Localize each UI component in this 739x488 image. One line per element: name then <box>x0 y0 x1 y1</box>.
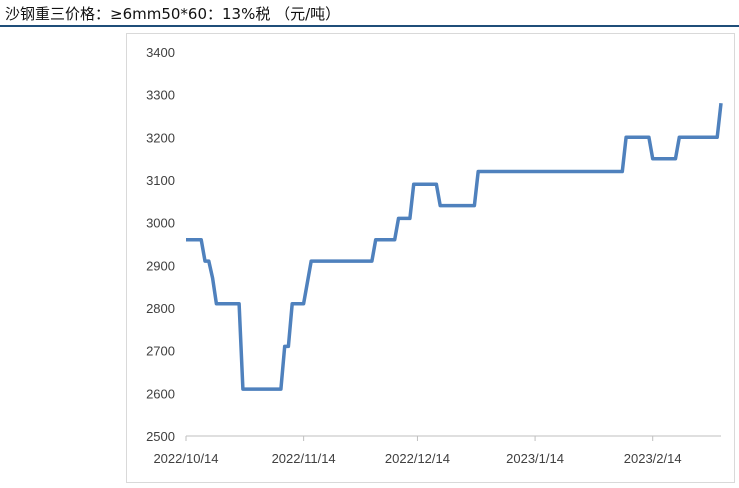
y-tick-label: 2800 <box>146 301 175 316</box>
y-tick-label: 3200 <box>146 130 175 145</box>
y-tick-label: 2900 <box>146 258 175 273</box>
x-tick-label: 2022/10/14 <box>153 451 218 466</box>
line-chart: 2500 2600 2700 2800 2900 3000 3100 3200 3300 3400… <box>146 45 723 466</box>
chart-frame: 2500 2600 2700 2800 2900 3000 3100 3200 3300 3400… <box>126 33 735 483</box>
x-tick-label: 2023/2/14 <box>624 451 682 466</box>
title-bar: 沙钢重三价格：≥6mm50*60：13%税 （元/吨） <box>0 0 739 27</box>
y-tick-label: 2600 <box>146 386 175 401</box>
title-divider <box>0 25 739 27</box>
y-tick-label: 3000 <box>146 216 175 231</box>
chart-title: 沙钢重三价格：≥6mm50*60：13%税 （元/吨） <box>5 5 341 23</box>
price-series-line <box>186 103 723 391</box>
y-tick-label: 2500 <box>146 429 175 444</box>
y-tick-label: 2700 <box>146 344 175 359</box>
y-tick-label: 3400 <box>146 45 175 60</box>
y-tick-label: 3100 <box>146 173 175 188</box>
x-tick-label: 2022/12/14 <box>385 451 450 466</box>
y-tick-label: 3300 <box>146 88 175 103</box>
x-tick-label: 2023/1/14 <box>506 451 564 466</box>
x-tick-label: 2022/11/14 <box>272 451 336 466</box>
